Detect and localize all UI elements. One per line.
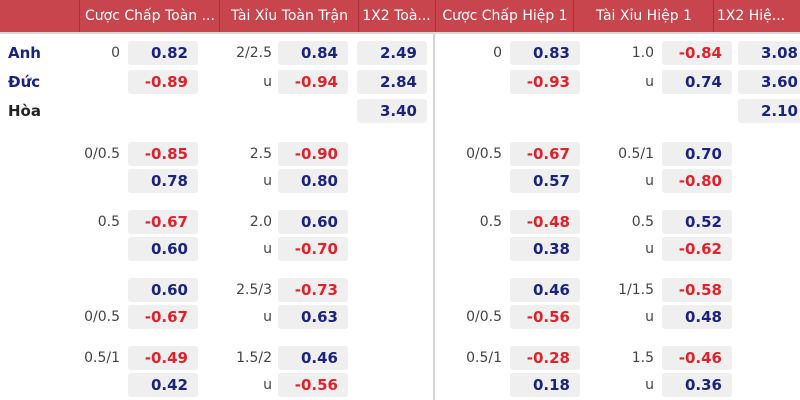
odds-button[interactable]: -0.93 bbox=[510, 70, 580, 94]
column-header[interactable]: Cược Chấp Hiệp 1 bbox=[435, 0, 574, 32]
line-label: u bbox=[645, 309, 654, 325]
odds-button[interactable]: -0.67 bbox=[128, 305, 198, 329]
line-label: 2.5/3 bbox=[236, 282, 272, 298]
column-header[interactable]: Tài Xỉu Hiệp 1 bbox=[573, 0, 714, 32]
line-label: 0 bbox=[111, 45, 120, 61]
line-label: 0/0.5 bbox=[84, 309, 120, 325]
odds-button[interactable]: 0.80 bbox=[278, 169, 348, 193]
odds-button[interactable]: -0.90 bbox=[278, 142, 348, 166]
team-name: Hòa bbox=[8, 102, 41, 120]
column-header[interactable]: 1X2 Toà... bbox=[358, 0, 434, 32]
line-label: 0 bbox=[493, 45, 502, 61]
odds-button[interactable]: -0.62 bbox=[662, 237, 732, 261]
line-label: 0.5 bbox=[97, 214, 120, 230]
odds-button[interactable]: 3.40 bbox=[357, 99, 427, 123]
odds-button[interactable]: -0.56 bbox=[278, 373, 348, 397]
line-label: u bbox=[645, 173, 654, 189]
odds-button[interactable]: -0.85 bbox=[128, 142, 198, 166]
line-label: 0/0.5 bbox=[466, 309, 502, 325]
odds-table-header: Cược Chấp Toàn ... Tài Xỉu Toàn Trận 1X2 T… bbox=[0, 0, 800, 34]
odds-button[interactable]: 0.74 bbox=[662, 70, 732, 94]
odds-button[interactable]: -0.46 bbox=[662, 346, 732, 370]
odds-button[interactable]: 0.60 bbox=[128, 237, 198, 261]
odds-button[interactable]: 2.49 bbox=[357, 41, 427, 65]
odds-button[interactable]: 0.46 bbox=[510, 278, 580, 302]
odds-button[interactable]: -0.67 bbox=[510, 142, 580, 166]
line-label: 1/1.5 bbox=[618, 282, 654, 298]
odds-button[interactable]: -0.48 bbox=[510, 210, 580, 234]
line-label: 2.0 bbox=[249, 214, 272, 230]
line-label: 1.5 bbox=[631, 350, 654, 366]
team-name: Đức bbox=[8, 73, 41, 91]
line-label: u bbox=[645, 74, 654, 90]
odds-button[interactable]: 2.10 bbox=[738, 99, 800, 123]
odds-button[interactable]: 0.60 bbox=[128, 278, 198, 302]
odds-button[interactable]: 0.36 bbox=[662, 373, 732, 397]
odds-button[interactable]: -0.67 bbox=[128, 210, 198, 234]
line-label: 1.5/2 bbox=[236, 350, 272, 366]
section-divider bbox=[433, 34, 435, 400]
line-label: 2/2.5 bbox=[236, 45, 272, 61]
odds-button[interactable]: 0.42 bbox=[128, 373, 198, 397]
line-label: 0.5/1 bbox=[84, 350, 120, 366]
column-header[interactable]: Tài Xỉu Toàn Trận bbox=[219, 0, 359, 32]
line-label: 0.5 bbox=[631, 214, 654, 230]
odds-button[interactable]: -0.94 bbox=[278, 70, 348, 94]
odds-button[interactable]: 0.46 bbox=[278, 346, 348, 370]
odds-button[interactable]: 0.38 bbox=[510, 237, 580, 261]
line-label: u bbox=[263, 377, 272, 393]
column-header[interactable]: Cược Chấp Toàn ... bbox=[79, 0, 220, 32]
odds-button[interactable]: 0.83 bbox=[510, 41, 580, 65]
odds-button[interactable]: -0.56 bbox=[510, 305, 580, 329]
odds-button[interactable]: 0.70 bbox=[662, 142, 732, 166]
odds-button[interactable]: 2.84 bbox=[357, 70, 427, 94]
line-label: u bbox=[263, 241, 272, 257]
line-label: 0/0.5 bbox=[84, 146, 120, 162]
odds-button[interactable]: 0.18 bbox=[510, 373, 580, 397]
odds-button[interactable]: -0.58 bbox=[662, 278, 732, 302]
line-label: 0.5/1 bbox=[618, 146, 654, 162]
odds-button[interactable]: -0.28 bbox=[510, 346, 580, 370]
odds-button[interactable]: 0.63 bbox=[278, 305, 348, 329]
odds-button[interactable]: 3.08 bbox=[738, 41, 800, 65]
line-label: u bbox=[645, 241, 654, 257]
odds-button[interactable]: 0.84 bbox=[278, 41, 348, 65]
line-label: 2.5 bbox=[249, 146, 272, 162]
odds-button[interactable]: 0.48 bbox=[662, 305, 732, 329]
line-label: u bbox=[263, 74, 272, 90]
odds-button[interactable]: -0.80 bbox=[662, 169, 732, 193]
team-name: Anh bbox=[8, 44, 41, 62]
line-label: 0.5/1 bbox=[466, 350, 502, 366]
odds-button[interactable]: -0.89 bbox=[128, 70, 198, 94]
odds-button[interactable]: -0.70 bbox=[278, 237, 348, 261]
line-label: 0/0.5 bbox=[466, 146, 502, 162]
line-label: u bbox=[645, 377, 654, 393]
line-label: u bbox=[263, 173, 272, 189]
odds-button[interactable]: -0.49 bbox=[128, 346, 198, 370]
odds-button[interactable]: 0.52 bbox=[662, 210, 732, 234]
odds-button[interactable]: 0.82 bbox=[128, 41, 198, 65]
column-header[interactable]: 1X2 Hiệ... bbox=[713, 0, 788, 32]
odds-button[interactable]: 0.60 bbox=[278, 210, 348, 234]
line-label: u bbox=[263, 309, 272, 325]
odds-button[interactable]: 0.78 bbox=[128, 169, 198, 193]
line-label: 0.5 bbox=[479, 214, 502, 230]
odds-button[interactable]: -0.73 bbox=[278, 278, 348, 302]
odds-button[interactable]: 3.60 bbox=[738, 70, 800, 94]
odds-button[interactable]: 0.57 bbox=[510, 169, 580, 193]
odds-button[interactable]: -0.84 bbox=[662, 41, 732, 65]
line-label: 1.0 bbox=[631, 45, 654, 61]
